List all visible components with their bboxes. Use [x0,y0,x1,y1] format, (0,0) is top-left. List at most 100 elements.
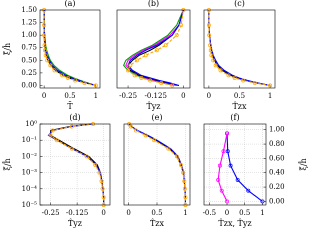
panel-title: (c) [234,0,245,8]
x-tick-label: 0.5 [64,92,75,100]
marker [48,133,53,138]
series-line [43,10,97,87]
marker [226,73,231,78]
marker [60,73,65,78]
panel: (c) 0 0.5 1 T̂zx [203,0,276,111]
marker [42,48,47,53]
y-axis-label: ξ̂/ĥ [3,158,12,170]
marker [232,75,237,80]
marker [42,23,47,28]
x-axis-label: T̂yz [68,219,82,228]
x-tick-label: 0.5 [234,92,245,100]
x-tick-label: -0.125 [145,92,167,100]
x-tick-label: 0 [207,92,211,100]
panel: (e) 0 0.5 1 T̂zx [123,113,191,228]
marker [69,124,74,129]
marker [219,188,224,193]
series-line [43,10,97,87]
plot-frame [39,9,101,89]
marker [143,133,148,138]
panel: (f) -0.5 0 0.5 1 0.00 0.20 0.40 0.60 0.80 1.00 T̂zx… [203,113,308,228]
marker [208,43,213,48]
x-tick-label: 0.5 [151,209,162,217]
figure: (a)0 0.5 10.000.250.500.751.001.251.50T̄ξ̂… [3,0,308,228]
marker [97,170,102,175]
y-tick-label: 0.20 [269,183,285,191]
marker [225,131,229,136]
x-tick-label: -0.5 [203,209,217,217]
x-tick-label: -0.25 [119,92,137,100]
x-tick-label: 1 [268,92,272,100]
marker [206,23,211,28]
marker [166,146,171,151]
marker [182,179,187,184]
y-tick-label: 10⁰ [25,120,37,128]
plot-frame [39,123,111,206]
y-tick-label: 0.40 [269,169,285,177]
marker [163,43,168,48]
marker [99,179,104,184]
marker [148,78,153,83]
panel-title: (b) [148,0,159,8]
marker [181,170,186,175]
marker [207,33,212,38]
y-tick-label: 10⁻² [22,152,38,160]
x-tick-label: 0 [126,209,130,217]
marker [246,188,251,193]
y-axis-label: ξ̂/ĥ [3,43,12,55]
panel-title: (d) [69,113,80,122]
marker [260,199,265,204]
marker [174,154,179,159]
panel-title: (a) [64,0,75,8]
marker [42,33,47,38]
series-line [208,10,271,87]
marker [93,83,98,88]
marker [69,146,74,151]
y-tick-label: 0.50 [21,56,37,64]
series-line [128,123,186,205]
panel: (d) -0.25 -0.125 0 10⁻⁵ 10⁻⁴ 10⁻³ 10⁻² 10⁻¹ 10⁰ T̂… [3,113,111,228]
marker [211,58,216,63]
y-tick-label: 0.80 [269,140,285,148]
x-tick-label: 1 [260,209,264,217]
y-tick-label: 0.75 [21,44,37,52]
x-axis-label: T̂zx, T̂yz [218,219,251,228]
series-line [127,9,184,87]
y-tick-label: 1.00 [21,31,37,39]
series-line [208,10,271,87]
marker [101,195,106,200]
marker [268,83,273,88]
marker [218,68,223,73]
marker [152,138,157,143]
marker [65,75,70,80]
marker [73,78,78,83]
marker [154,48,159,53]
series-line [43,10,96,87]
series-line [43,10,96,87]
marker [235,177,240,182]
y-tick-label: 0.00 [269,197,285,205]
marker [221,149,226,154]
x-tick-label: 1 [94,92,98,100]
marker [252,81,257,85]
x-axis-label: T̂zx [150,219,165,228]
x-tick-label: 0 [101,209,105,217]
series-line [128,123,186,205]
marker [82,81,87,85]
y-tick-label: 1.50 [21,6,37,14]
series-line [226,133,263,202]
marker [182,186,187,191]
panel: (a) 0 0.5 1 0.00 0.25 0.50 0.75 1.00 1.25 1.50 T̄ ξ̂… [3,0,101,111]
marker [139,75,144,80]
series-line [122,9,184,87]
marker [178,162,183,167]
y-tick-label: 1.00 [269,126,285,134]
marker [170,83,175,88]
marker [159,81,164,85]
marker [126,68,131,73]
marker [55,138,59,143]
plot-frame [123,123,191,206]
marker [208,48,213,53]
marker [241,78,246,83]
x-tick-label: 0 [225,209,229,217]
